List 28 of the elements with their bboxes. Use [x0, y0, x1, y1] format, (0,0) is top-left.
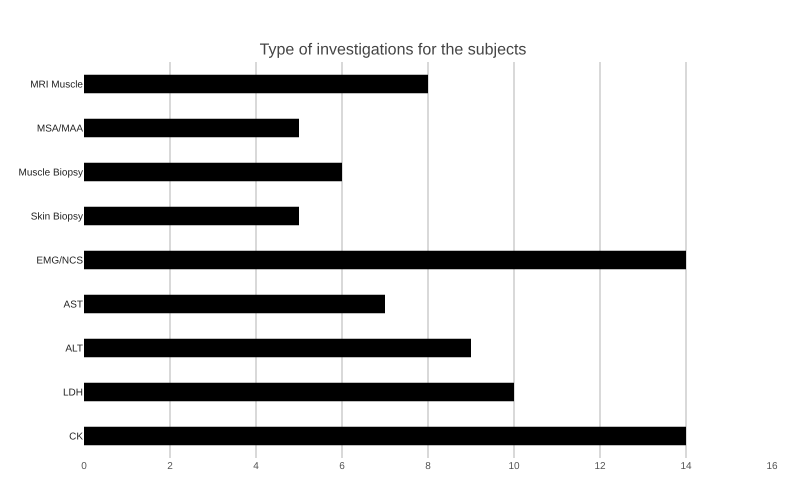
bar: [84, 250, 686, 270]
bar: [84, 206, 299, 226]
chart-title: Type of investigations for the subjects: [260, 41, 526, 58]
bar: [84, 426, 686, 446]
y-tick-label: Muscle Biopsy: [18, 168, 83, 178]
x-tick-label: 14: [680, 461, 692, 472]
bar: [84, 382, 514, 402]
y-tick-label: ALT: [65, 344, 83, 354]
y-tick-label: MSA/MAA: [36, 124, 84, 134]
bar: [84, 294, 385, 314]
y-tick-label: MRI Muscle: [30, 80, 84, 90]
x-tick-label: 4: [253, 461, 260, 472]
x-tick-label: 12: [594, 461, 606, 472]
x-tick-label: 8: [425, 461, 432, 472]
y-tick-label: CK: [69, 432, 84, 442]
x-tick-label: 2: [167, 461, 174, 472]
x-tick-label: 16: [766, 461, 778, 472]
y-tick-label: AST: [64, 300, 83, 310]
bar: [84, 338, 471, 358]
bar: [84, 74, 428, 94]
x-tick-label: 6: [339, 461, 346, 472]
y-tick-label: LDH: [62, 388, 83, 398]
y-tick-label: EMG/NCS: [36, 256, 84, 266]
bar: [84, 162, 342, 182]
y-tick-label: Skin Biopsy: [30, 212, 83, 222]
x-tick-label: 0: [81, 461, 88, 472]
bar: [84, 118, 299, 138]
x-tick-label: 10: [508, 461, 520, 472]
